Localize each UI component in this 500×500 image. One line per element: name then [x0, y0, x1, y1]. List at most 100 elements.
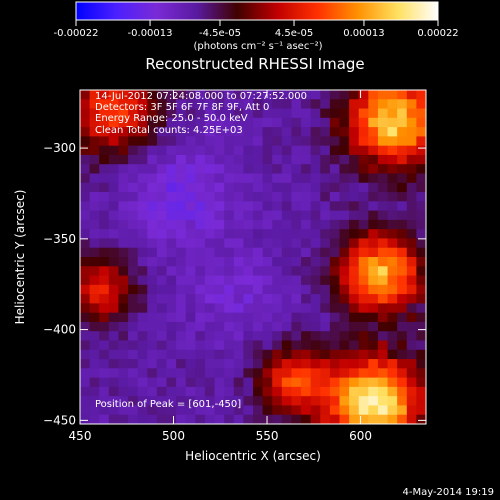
heatmap-cell [166, 377, 177, 388]
heatmap-cell [310, 136, 321, 147]
heatmap-cell [253, 229, 264, 240]
heatmap-cell [195, 275, 206, 286]
heatmap-cell [80, 136, 91, 147]
heatmap-cell [358, 294, 369, 304]
heatmap-cell [147, 145, 158, 156]
heatmap-cell [204, 349, 216, 360]
heatmap-cell [233, 90, 244, 100]
heatmap-cell [89, 368, 100, 379]
heatmap-cell [272, 108, 283, 119]
x-axis: 450 500 550 600 [69, 90, 372, 443]
heatmap-cell [281, 331, 293, 342]
heatmap-cell [80, 377, 91, 388]
heatmap-cell [368, 192, 379, 202]
heatmap-cell [253, 145, 264, 156]
heatmap-cell [329, 386, 341, 397]
heatmap-cell [387, 117, 398, 128]
heatmap-cell [377, 359, 389, 369]
heatmap-cell [156, 266, 168, 277]
heatmap-cell [416, 321, 426, 332]
heatmap-cell [397, 275, 408, 286]
heatmap-cell [89, 312, 100, 323]
heatmap-cell [156, 99, 168, 110]
heatmap-cell [128, 257, 139, 267]
heatmap-cell [128, 182, 139, 193]
colorbar-strip [75, 1, 439, 21]
heatmap-cell [224, 229, 235, 240]
heatmap-cell [204, 331, 216, 342]
heatmap-cell [118, 294, 129, 304]
heatmap-cell [118, 377, 129, 388]
heatmap-cell [147, 99, 158, 110]
heatmap-cell [195, 238, 206, 249]
heatmap-cell [243, 294, 254, 304]
heatmap-cell [214, 377, 225, 388]
heatmap-cell [262, 266, 273, 277]
heatmap-cell [329, 164, 341, 175]
heatmap-cell [339, 312, 350, 323]
heatmap-cell [156, 164, 168, 175]
heatmap-cell [214, 257, 225, 267]
heatmap-cell [108, 386, 120, 397]
heatmap-cell [156, 349, 168, 360]
heatmap-cell [166, 90, 177, 100]
heatmap-cell [358, 349, 369, 360]
heatmap-cell [301, 117, 312, 128]
heatmap-cell [243, 201, 254, 212]
heatmap-cell [397, 414, 408, 424]
heatmap-cell [272, 303, 283, 314]
heatmap-cell [416, 136, 426, 147]
heatmap-cell [416, 154, 426, 165]
heatmap-cell [137, 340, 148, 351]
heatmap-cell [214, 154, 225, 165]
heatmap-cell [406, 312, 417, 323]
heatmap-cell [147, 359, 158, 369]
heatmap-cell [233, 266, 244, 277]
heatmap-cell [89, 145, 100, 156]
heatmap-cell [262, 201, 273, 212]
heatmap-cell [118, 154, 129, 165]
heatmap-cell [99, 414, 110, 424]
heatmap-cell [108, 192, 120, 202]
y-axis: −300 −350 −400 −450 [43, 141, 426, 427]
heatmap-cell [349, 154, 360, 165]
heatmap-cell [128, 99, 139, 110]
heatmap-cell [224, 321, 235, 332]
heatmap-cell [272, 182, 283, 193]
heatmap-cell [301, 201, 312, 212]
heatmap-cell [243, 257, 254, 267]
heatmap-cell [80, 238, 91, 249]
heatmap-cell [185, 127, 196, 137]
heatmap-cell [118, 414, 129, 424]
heatmap-cell [416, 312, 426, 323]
heatmap-cell [406, 275, 417, 286]
heatmap-cell [358, 154, 369, 165]
heatmap-cell [416, 238, 426, 249]
heatmap-cell [80, 108, 91, 119]
heatmap-cell [368, 396, 379, 407]
heatmap-cell [204, 368, 216, 379]
heatmap-cell [320, 386, 331, 397]
heatmap-cell [387, 229, 398, 240]
heatmap-cell [253, 266, 264, 277]
heatmap-cell [262, 145, 273, 156]
heatmap-cell [320, 405, 331, 416]
heatmap-cell [349, 238, 360, 249]
heatmap-cell [253, 108, 264, 119]
heatmap-cell [243, 349, 254, 360]
heatmap-cell [253, 414, 264, 424]
heatmap-cell [108, 136, 120, 147]
heatmap-cell [301, 368, 312, 379]
heatmap-cell [406, 117, 417, 128]
heatmap-cell [329, 108, 341, 119]
heatmap-cell [156, 238, 168, 249]
heatmap-cell [397, 173, 408, 184]
heatmap-cell [99, 219, 110, 230]
heatmap-cell [204, 247, 216, 258]
heatmap-cell [406, 377, 417, 388]
heatmap-cell [320, 377, 331, 388]
heatmap-cell [185, 312, 196, 323]
heatmap-cell [118, 127, 129, 137]
heatmap-cell [416, 182, 426, 193]
heatmap-cell [310, 219, 321, 230]
